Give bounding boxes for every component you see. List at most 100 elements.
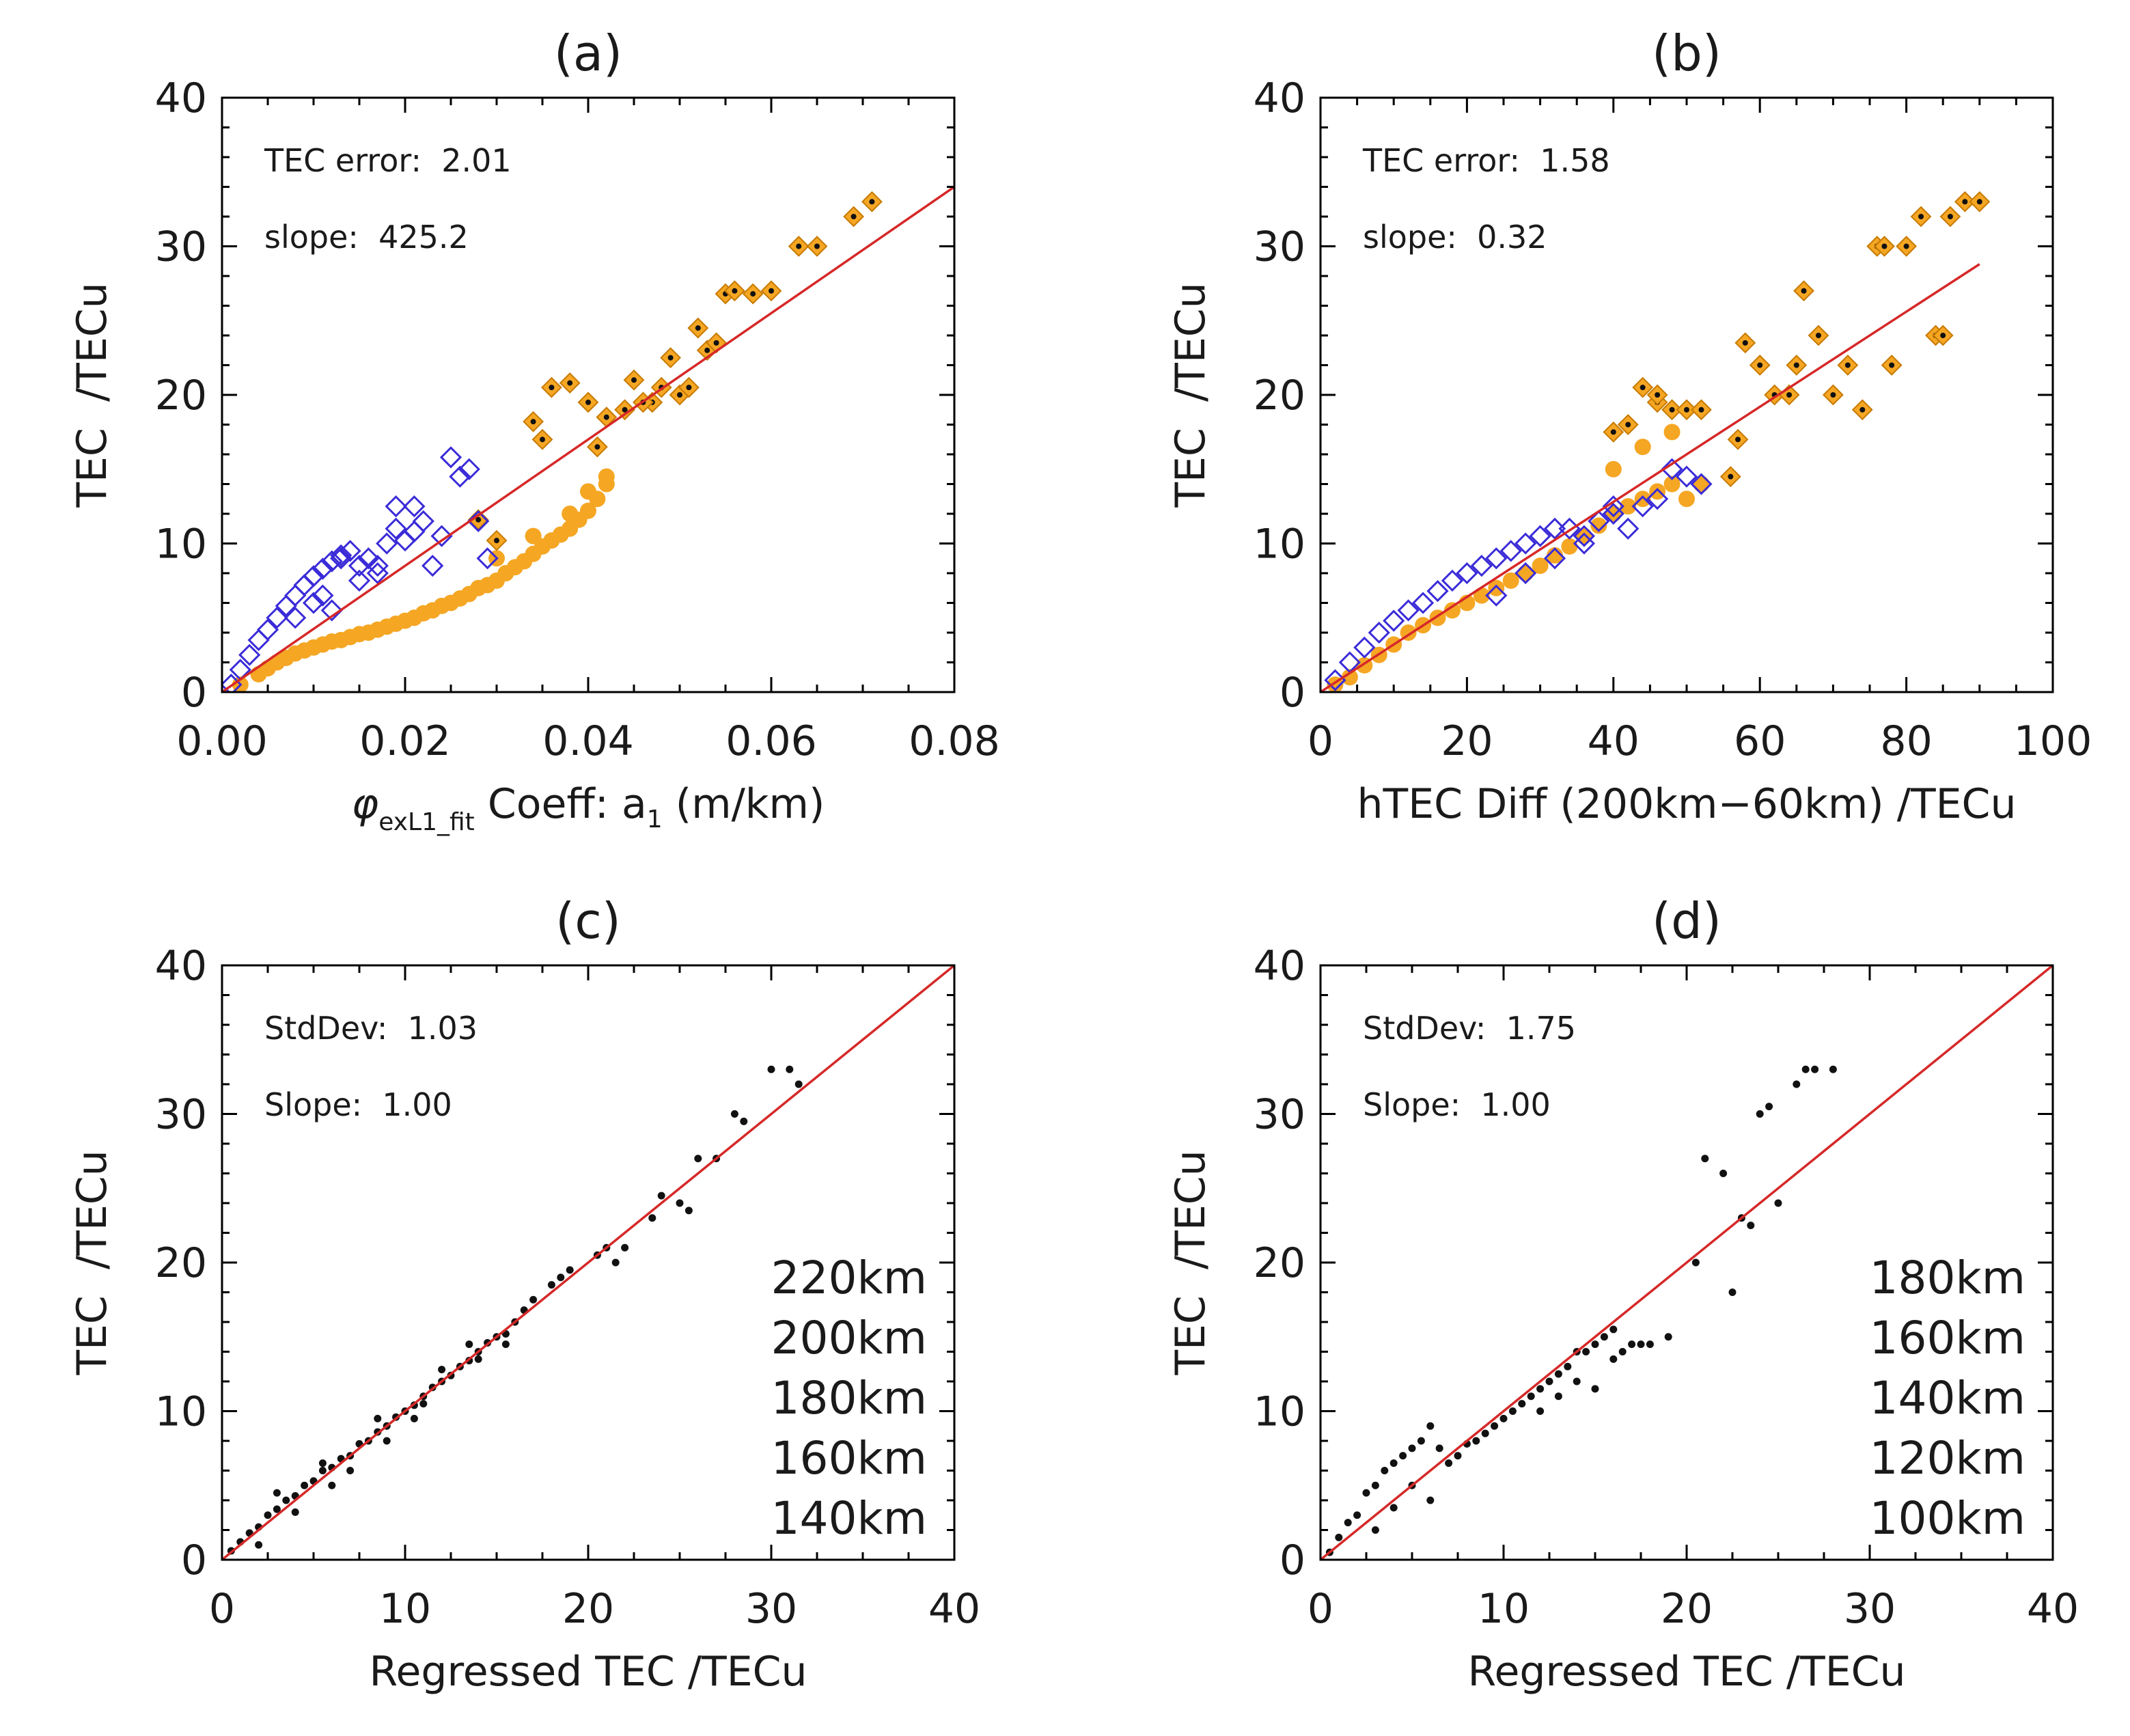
panel-a: (a) 0.00 0.02 0.04 0.06 0.08 0 10 20 30 40 TEC /TEC… [68, 25, 1000, 836]
data-point-center-dot [769, 288, 774, 294]
data-point-blue-diamond [1368, 621, 1390, 644]
x-tick-label: 0.06 [725, 717, 817, 765]
data-point-blue-diamond [1441, 569, 1464, 592]
data-point-center-dot [1859, 407, 1866, 413]
data-point-orange [1517, 565, 1534, 581]
data-point-blue-diamond [312, 584, 334, 607]
data-point-black [1591, 1340, 1599, 1349]
data-point-black [621, 1243, 629, 1252]
data-point-black [740, 1117, 748, 1125]
x-axis-label: Regressed TEC /TECu [369, 1648, 807, 1696]
x-tick-label: 20 [1441, 717, 1493, 765]
x-tick-label: 40 [1588, 717, 1640, 765]
data-point-orange [1620, 498, 1637, 515]
data-point-black [374, 1414, 382, 1422]
data-point-center-dot [1889, 362, 1895, 368]
data-point-black [547, 1281, 555, 1289]
data-point-center-dot [603, 414, 609, 420]
altitude-label: 200km [771, 1312, 928, 1364]
data-point-center-dot [1844, 362, 1851, 368]
data-point-blue-diamond [1602, 495, 1624, 518]
data-point-center-dot [1962, 199, 1968, 205]
x-tick-label: 0.04 [542, 717, 634, 765]
data-point-black [1527, 1392, 1535, 1401]
data-point-black [318, 1459, 327, 1468]
data-point-blue-diamond [1353, 636, 1376, 659]
data-points [222, 191, 883, 692]
data-point-blue-diamond [1631, 495, 1654, 518]
data-point-blue-diamond [403, 495, 426, 518]
x-tick-label: 0.00 [176, 717, 268, 765]
data-point-center-dot [814, 243, 820, 249]
data-point-blue-diamond [330, 547, 352, 570]
altitude-label: 160km [1870, 1312, 2026, 1364]
data-point-blue-diamond [439, 446, 462, 469]
data-point-black [1793, 1080, 1801, 1088]
data-point-black [611, 1258, 620, 1267]
data-point-black [1545, 1377, 1553, 1386]
data-point-blue-diamond [1588, 510, 1610, 532]
data-point-center-dot [1640, 385, 1646, 391]
data-point-black [1573, 1377, 1581, 1386]
x-tick-label: 0 [209, 1585, 235, 1633]
data-point-center-dot [1655, 392, 1661, 398]
data-point-orange [1663, 476, 1681, 493]
data-point-blue-diamond [284, 607, 307, 629]
x-axis-label: Regressed TEC /TECu [1467, 1648, 1905, 1696]
data-point-blue-diamond [1690, 473, 1713, 495]
data-point-black [1371, 1481, 1379, 1489]
y-tick-label: 10 [155, 1388, 207, 1436]
data-point-black [1701, 1155, 1709, 1163]
y-tick-label: 0 [181, 669, 207, 717]
y-tick-label: 20 [1254, 372, 1305, 419]
data-point-center-dot [475, 516, 482, 523]
data-point-blue-diamond [1514, 532, 1537, 555]
x-tick-label: 0.08 [909, 717, 1000, 765]
data-point-center-dot [750, 291, 756, 297]
data-point-black [684, 1207, 693, 1215]
data-point-black [1435, 1444, 1443, 1452]
data-point-center-dot [1610, 429, 1616, 435]
data-point-black [1554, 1392, 1562, 1401]
data-point-black [1389, 1504, 1398, 1512]
altitude-label: 180km [771, 1372, 928, 1424]
y-tick-label: 0 [1280, 1537, 1305, 1584]
data-point-black [1399, 1452, 1407, 1460]
y-tick-label: 30 [1254, 223, 1305, 271]
plot-frame [1319, 96, 2054, 693]
data-point-blue-diamond [1324, 669, 1346, 691]
data-point-orange [580, 483, 596, 500]
data-point-blue-diamond [302, 565, 325, 588]
data-point-black [1719, 1170, 1728, 1177]
data-point-blue-diamond [256, 618, 279, 641]
data-point-black [648, 1214, 656, 1222]
data-point-blue-diamond [320, 599, 343, 622]
altitude-label: 120km [1870, 1432, 2026, 1485]
x-tick-label: 0 [1308, 717, 1333, 765]
fit-line [1320, 965, 2053, 1560]
data-point-orange [1502, 572, 1519, 589]
data-point-black [383, 1437, 391, 1445]
data-point-orange [1488, 579, 1505, 596]
data-point-blue-diamond [275, 594, 297, 617]
data-point-black [291, 1508, 299, 1516]
data-point-orange [562, 506, 579, 522]
data-point-blue-diamond [366, 555, 389, 577]
data-point-black [1829, 1065, 1837, 1073]
y-tick-label: 10 [155, 521, 207, 568]
data-point-blue-diamond [467, 510, 490, 532]
data-point-black [474, 1355, 482, 1363]
x-tick-label: 10 [379, 1585, 431, 1633]
data-point-black [282, 1496, 290, 1504]
data-point-black [264, 1511, 272, 1519]
data-points [1325, 1065, 1837, 1556]
data-point-black [694, 1155, 702, 1163]
data-point-black [1756, 1110, 1764, 1118]
data-point-black [1628, 1340, 1636, 1349]
data-point-blue-diamond [421, 555, 444, 577]
x-axis-label-part: Coeff: a [475, 780, 647, 828]
y-axis-label: TEC /TECu [1167, 1150, 1215, 1375]
data-point-blue-diamond [348, 569, 371, 592]
panel-title: (c) [555, 892, 621, 950]
data-point-center-dot [850, 214, 857, 219]
